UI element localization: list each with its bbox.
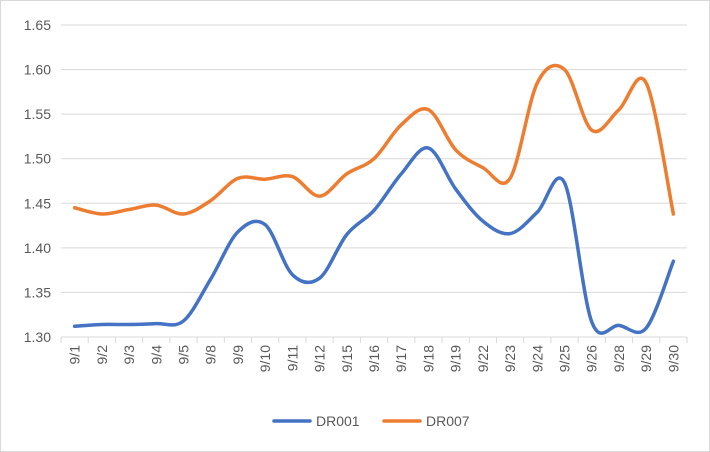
x-tick-label: 9/16: [366, 345, 382, 372]
x-tick-label: 9/28: [611, 345, 627, 372]
x-tick-label: 9/22: [475, 345, 491, 372]
y-tick-label: 1.45: [24, 195, 51, 211]
x-tick-label: 9/12: [312, 345, 328, 372]
x-tick-label: 9/23: [502, 345, 518, 372]
x-tick-label: 9/19: [448, 345, 464, 372]
x-tick-label: 9/8: [203, 345, 219, 365]
x-tick-label: 9/24: [529, 345, 545, 372]
legend-item: DR007: [382, 413, 470, 429]
x-tick-label: 9/18: [420, 345, 436, 372]
y-tick-label: 1.55: [24, 106, 51, 122]
series-lines: [72, 63, 676, 335]
series-line-dr007: [72, 63, 676, 216]
x-tick-label: 9/11: [284, 345, 300, 371]
gridlines: [61, 24, 687, 293]
y-tick-label: 1.65: [24, 17, 51, 33]
x-tick-label: 9/25: [557, 345, 573, 372]
x-tick-label: 9/4: [148, 345, 164, 365]
x-tick-label: 9/30: [665, 345, 681, 372]
x-tick-label: 9/9: [230, 345, 246, 365]
x-tick-label: 9/5: [175, 345, 191, 365]
y-tick-label: 1.50: [24, 151, 51, 167]
y-tick-label: 1.35: [24, 284, 51, 300]
x-tick-label: 9/2: [94, 345, 110, 365]
x-tick-label: 9/15: [339, 345, 355, 372]
legend: DR001 DR007: [272, 413, 470, 429]
legend-item: DR001: [272, 413, 360, 429]
legend-label: DR007: [426, 413, 470, 429]
x-tick-label: 9/10: [257, 345, 273, 372]
y-tick-label: 1.60: [24, 62, 51, 78]
x-tick-label: 9/26: [584, 345, 600, 372]
series-line-dr001: [72, 146, 676, 335]
y-tick-label: 1.40: [24, 240, 51, 256]
x-tick-label: 9/3: [121, 345, 137, 365]
y-tick-label: 1.30: [24, 329, 51, 345]
legend-label: DR001: [316, 413, 360, 429]
x-tick-label: 9/1: [67, 345, 83, 365]
x-tick-label: 9/29: [638, 345, 654, 372]
axes: 1.30 1.35 1.40 1.45 1.50 1.55 1.60 1.65 9/1 9/2 9/…: [24, 17, 688, 372]
x-tick-label: 9/17: [393, 345, 409, 372]
